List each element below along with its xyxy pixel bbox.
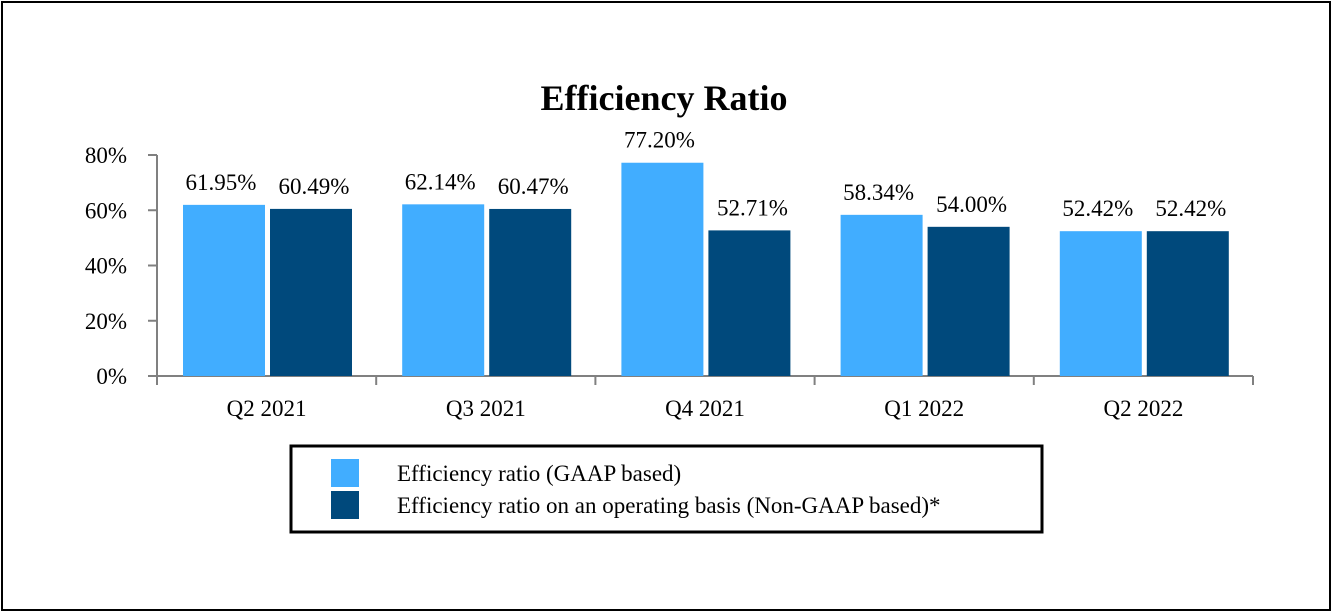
bar-series-1 [621, 162, 704, 376]
y-tick-label: 60% [85, 198, 127, 223]
bar-series-2 [270, 208, 352, 376]
x-tick-label: Q2 2022 [1103, 396, 1183, 421]
y-tick-label: 80% [85, 143, 127, 168]
legend-swatch [331, 491, 359, 519]
chart-title: Efficiency Ratio [541, 78, 788, 118]
bar-series-2 [1146, 231, 1229, 376]
y-tick-label: 20% [85, 309, 127, 334]
bar-series-1 [183, 204, 265, 376]
data-label: 60.47% [498, 174, 569, 199]
y-tick-label: 40% [85, 254, 127, 279]
legend-box [289, 444, 1044, 534]
y-axis: 0% 20% 40% 60% 80% [85, 143, 158, 389]
data-label: 77.20% [624, 128, 695, 153]
data-label: 52.42% [1062, 196, 1133, 221]
bar-series-1 [1059, 231, 1142, 376]
data-label: 62.14% [405, 169, 476, 194]
x-tick-label: Q4 2021 [665, 396, 745, 421]
data-label: 52.71% [717, 195, 788, 220]
y-tick-label: 0% [96, 364, 127, 389]
legend-swatch [331, 459, 359, 487]
bar-series-2 [927, 226, 1010, 376]
bars: 61.95% 62.14% 77.20% 58.34% 52.42% 60.49% 60.4… [183, 128, 1229, 376]
data-label: 60.49% [279, 174, 350, 199]
x-tick-label: Q2 2021 [227, 396, 307, 421]
data-label: 58.34% [843, 180, 914, 205]
x-tick-label: Q1 2022 [884, 396, 964, 421]
legend-label: Efficiency ratio (GAAP based) [397, 461, 681, 486]
legend: Efficiency ratio (GAAP based) Efficiency … [289, 444, 1044, 534]
x-axis: Q2 2021 Q3 2021 Q4 2021 Q1 2022 Q2 2022 [156, 375, 1254, 421]
x-tick-label: Q3 2021 [446, 396, 526, 421]
data-label: 54.00% [936, 192, 1007, 217]
data-label: 52.42% [1155, 196, 1226, 221]
bar-series-2 [708, 230, 791, 376]
data-label: 61.95% [186, 170, 257, 195]
legend-label: Efficiency ratio on an operating basis (… [397, 493, 941, 518]
bar-series-1 [402, 204, 485, 376]
bar-series-1 [840, 214, 923, 376]
bar-series-2 [489, 208, 572, 376]
